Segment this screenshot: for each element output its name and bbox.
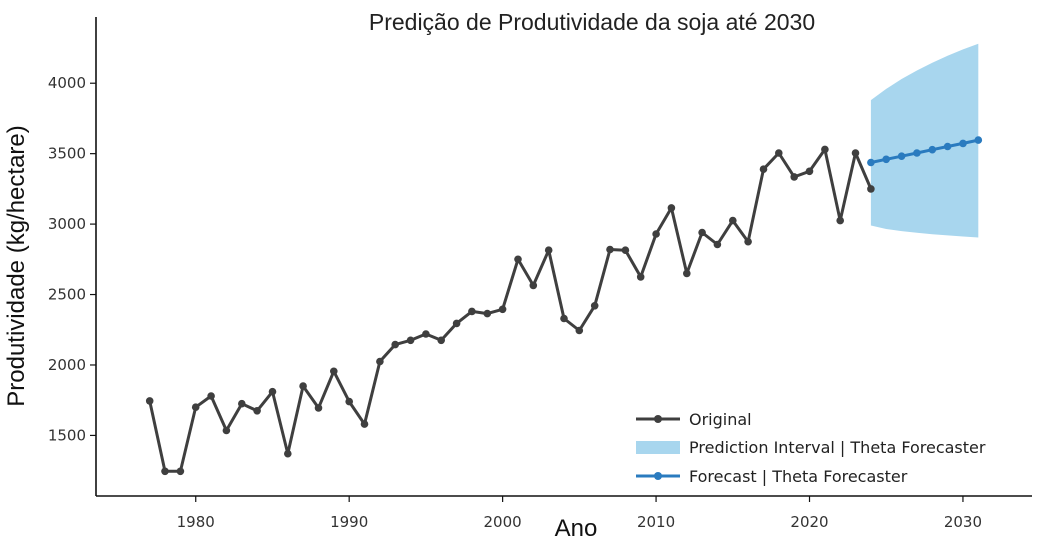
- original-point: [452, 319, 461, 328]
- original-point: [713, 240, 722, 249]
- original-point: [437, 336, 446, 345]
- original-point: [744, 237, 752, 246]
- original-point: [468, 307, 476, 316]
- legend-interval-swatch: [636, 441, 680, 454]
- forecast-point: [959, 139, 967, 148]
- x-tick-label: 1990: [330, 513, 368, 531]
- prediction-interval-layer: [870, 43, 979, 238]
- x-tick-label: 1980: [177, 513, 215, 531]
- original-point: [836, 216, 844, 225]
- original-point: [314, 404, 323, 412]
- original-point: [683, 269, 691, 278]
- y-tick-label: 2000: [48, 356, 86, 374]
- legend-forecast-label: Forecast | Theta Forecaster: [689, 467, 908, 486]
- forecast-point: [943, 142, 952, 151]
- y-tick-label: 1500: [48, 426, 86, 444]
- legend-original-label: Original: [689, 410, 752, 429]
- legend: Original Prediction Interval | Theta For…: [636, 410, 986, 486]
- original-point: [498, 305, 507, 314]
- x-ticks: 1980 1990 2000 2010 2020 2030: [177, 496, 982, 531]
- original-point: [590, 302, 599, 310]
- original-point: [222, 426, 231, 435]
- original-point: [299, 382, 307, 390]
- original-point: [698, 228, 706, 237]
- original-point: [621, 246, 630, 254]
- x-axis-title: Ano: [555, 515, 598, 542]
- original-point: [821, 145, 829, 154]
- forecast-point: [913, 149, 921, 157]
- original-point: [268, 387, 277, 396]
- original-point: [560, 314, 568, 323]
- legend-forecast-marker: [654, 472, 662, 480]
- original-point: [790, 173, 798, 181]
- original-point: [422, 330, 430, 338]
- y-ticks: 1500 2000 2500 3000 3500 4000: [48, 74, 96, 444]
- x-tick-label: 2000: [484, 513, 522, 531]
- y-tick-label: 4000: [48, 74, 86, 92]
- legend-interval-label: Prediction Interval | Theta Forecaster: [689, 438, 986, 457]
- original-point: [636, 273, 645, 281]
- original-point: [330, 367, 338, 376]
- original-point: [805, 167, 814, 176]
- original-point: [652, 230, 660, 238]
- y-tick-label: 3500: [48, 145, 86, 163]
- original-point: [176, 467, 185, 476]
- original-point: [207, 392, 215, 400]
- original-point: [775, 149, 783, 157]
- y-tick-label: 2500: [48, 286, 86, 304]
- y-tick-label: 3000: [48, 215, 86, 233]
- original-point: [238, 399, 246, 408]
- x-tick-label: 2010: [637, 513, 675, 531]
- original-point: [544, 246, 553, 254]
- forecast-point: [974, 136, 983, 144]
- original-point: [483, 309, 492, 318]
- original-point: [606, 245, 614, 254]
- forecast-point: [882, 155, 890, 164]
- prediction-interval-band: [870, 43, 979, 238]
- y-axis-title: Produtividade (kg/hectare): [3, 125, 30, 406]
- original-point: [867, 185, 875, 193]
- original-point: [391, 340, 400, 349]
- original-point: [345, 397, 354, 406]
- legend-original-marker: [654, 415, 662, 423]
- original-point: [253, 407, 261, 415]
- original-point: [514, 255, 522, 264]
- original-point: [529, 281, 538, 290]
- x-tick-label: 2030: [944, 513, 982, 531]
- original-point: [376, 357, 384, 366]
- original-point: [360, 420, 369, 428]
- original-point: [729, 216, 737, 225]
- forecast-point: [897, 152, 906, 160]
- original-point: [667, 204, 676, 212]
- original-point: [145, 397, 154, 405]
- original-point: [191, 403, 200, 412]
- original-point: [284, 449, 292, 458]
- original-point: [406, 336, 415, 345]
- original-point: [575, 326, 584, 335]
- original-point: [161, 467, 169, 476]
- series-layer: [145, 136, 983, 476]
- x-tick-label: 2020: [790, 513, 828, 531]
- chart-title: Predição de Produtividade da soja até 20…: [369, 9, 815, 35]
- forecast-point: [867, 158, 875, 167]
- original-point: [851, 149, 860, 157]
- forecast-point: [928, 145, 937, 154]
- original-series-line: [148, 147, 873, 473]
- original-point: [759, 165, 768, 173]
